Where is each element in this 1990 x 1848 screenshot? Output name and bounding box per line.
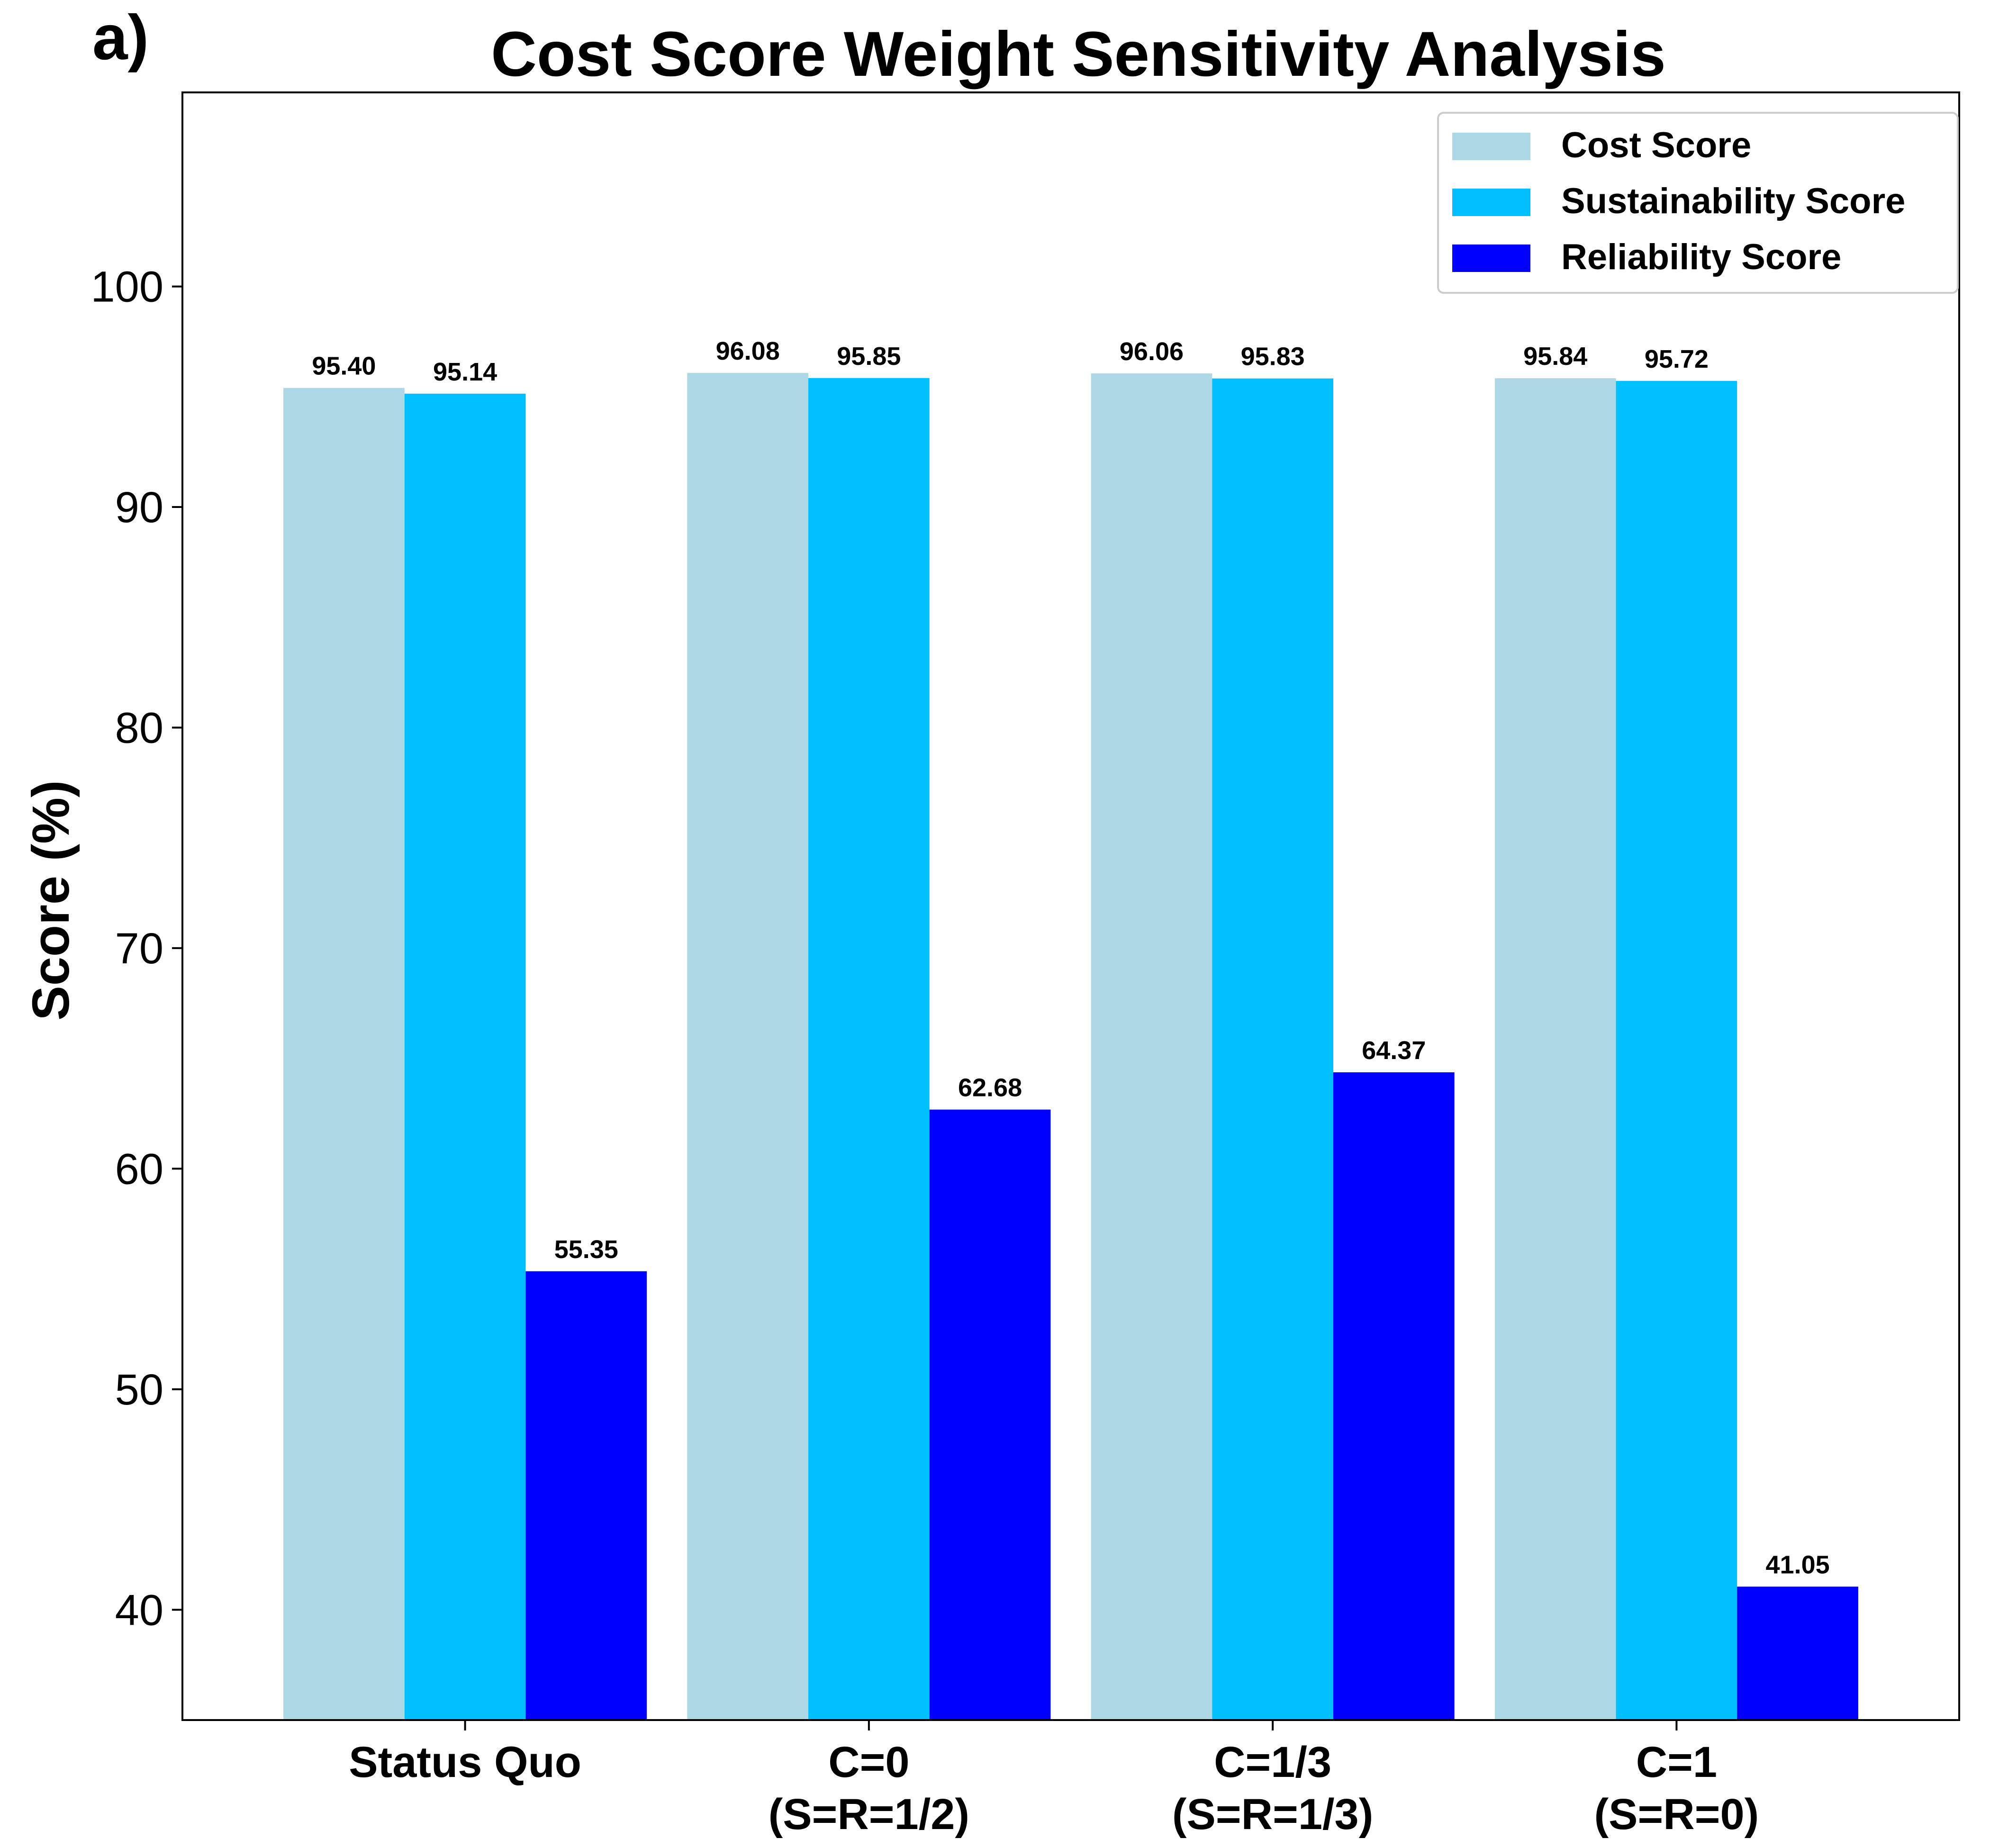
legend-swatch: [1452, 133, 1530, 160]
plot-area: 95.40 96.08 96.06 95.84 95.14 95.85 95.83 95.72…: [91, 91, 1960, 1839]
legend-box: [1437, 112, 1959, 294]
x-tick-label: C=0: [828, 1738, 909, 1786]
chart-title: Cost Score Weight Sensitivity Analysis: [491, 19, 1666, 90]
data-label: 95.14: [433, 358, 497, 386]
data-label: 95.83: [1241, 343, 1305, 371]
y-tick-label: 100: [91, 263, 164, 311]
bar-sustainability-score-3: [1616, 380, 1737, 1720]
bar-sustainability-score-2: [1212, 378, 1333, 1720]
bar-cost-score-0: [283, 388, 405, 1720]
bar-sustainability-score-1: [808, 378, 930, 1720]
data-label: 95.72: [1645, 345, 1709, 373]
data-label: 96.08: [716, 337, 780, 365]
y-tick-label: 80: [115, 704, 163, 752]
y-tick-label: 90: [115, 483, 163, 532]
plot-frame: [181, 91, 1960, 1721]
bar-cost-score-3: [1494, 378, 1616, 1720]
y-tick-label: 50: [115, 1366, 163, 1414]
legend-swatch: [1452, 189, 1530, 216]
x-tick-label: (S=R=1/2): [769, 1790, 969, 1839]
panel-label: a): [92, 2, 149, 73]
y-tick-label: 70: [115, 924, 163, 973]
bar-cost-score-1: [687, 373, 809, 1720]
legend-label: Cost Score: [1561, 125, 1751, 165]
legend-label: Sustainability Score: [1561, 181, 1905, 221]
bar-reliability-score-0: [525, 1271, 647, 1720]
data-label: 41.05: [1766, 1550, 1830, 1579]
y-tick-label: 60: [115, 1145, 163, 1193]
data-label: 96.06: [1120, 337, 1184, 366]
legend-swatch: [1452, 245, 1530, 272]
data-label: 55.35: [554, 1235, 618, 1264]
bar-cost-score-2: [1091, 373, 1212, 1720]
data-label: 62.68: [958, 1074, 1022, 1102]
bar-reliability-score-3: [1737, 1586, 1858, 1720]
x-tick-label: (S=R=0): [1594, 1790, 1759, 1839]
legend: Cost Score Sustainability Score Reliabilit…: [1437, 112, 1959, 294]
bar-reliability-score-2: [1333, 1072, 1455, 1720]
data-label: 95.84: [1523, 342, 1587, 371]
x-tick-label: (S=R=1/3): [1172, 1790, 1373, 1839]
legend-label: Reliability Score: [1561, 237, 1841, 277]
data-label: 64.37: [1362, 1036, 1426, 1065]
bar-sustainability-score-0: [404, 393, 526, 1721]
data-label: 95.40: [312, 352, 376, 380]
y-tick-label: 40: [115, 1586, 163, 1634]
x-tick-label: Status Quo: [349, 1738, 581, 1786]
data-label: 95.85: [837, 342, 901, 371]
x-tick-label: C=1: [1636, 1738, 1717, 1786]
x-tick-label: C=1/3: [1214, 1738, 1331, 1786]
y-axis-label: Score (%): [22, 780, 80, 1020]
bar-reliability-score-1: [929, 1109, 1051, 1720]
